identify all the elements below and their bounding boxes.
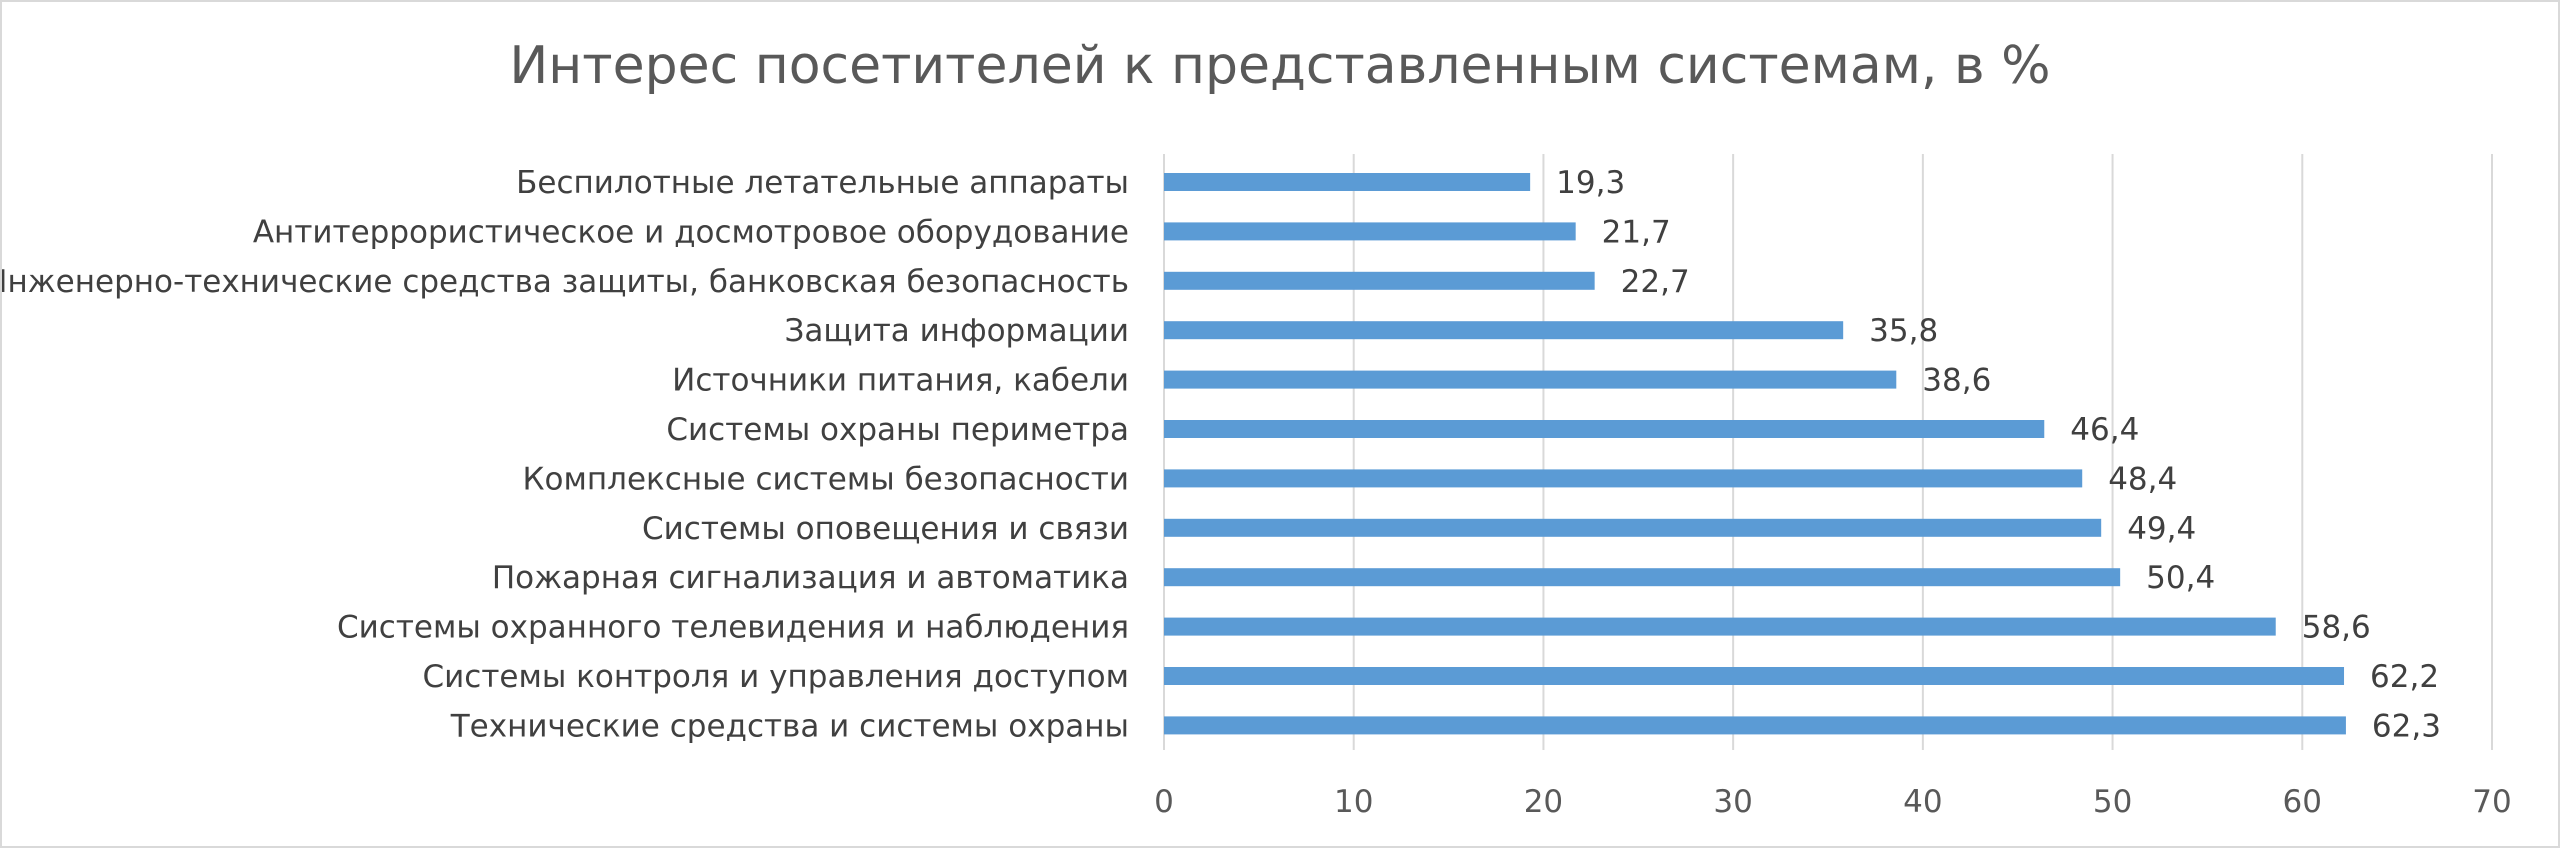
gridlines <box>1163 154 2493 750</box>
bar <box>1164 716 2346 735</box>
category-label: Системы оповещения и связи <box>642 511 1129 547</box>
category-label: Инженерно-технические средства защиты, б… <box>2 264 1129 300</box>
x-tick-label: 10 <box>1334 784 1373 820</box>
category-labels: Беспилотные летательные аппараты Антитерр… <box>2 165 1129 744</box>
data-label: 19,3 <box>1556 165 1625 201</box>
category-label: Пожарная сигнализация и автоматика <box>492 560 1129 596</box>
data-label: 62,2 <box>2370 659 2439 695</box>
bars <box>1164 173 2346 735</box>
category-label: Системы охранного телевидения и наблюден… <box>337 610 1129 646</box>
data-label: 46,4 <box>2070 412 2139 448</box>
x-tick-label: 60 <box>2283 784 2322 820</box>
bar <box>1164 321 1844 340</box>
data-label: 21,7 <box>1602 214 1671 250</box>
bar <box>1164 617 2276 636</box>
category-label: Системы контроля и управления доступом <box>423 659 1130 695</box>
data-label: 48,4 <box>2108 461 2177 497</box>
chart-title: Интерес посетителей к представленным сис… <box>509 36 2051 96</box>
bar <box>1164 469 2083 488</box>
bar <box>1164 518 2102 537</box>
x-tick-label: 30 <box>1713 784 1752 820</box>
bar <box>1164 271 1595 290</box>
data-label: 49,4 <box>2127 511 2196 547</box>
category-label: Технические средства и системы охраны <box>450 708 1129 744</box>
category-label: Беспилотные летательные аппараты <box>516 165 1129 201</box>
x-tick-label: 0 <box>1154 784 1174 820</box>
x-tick-label: 20 <box>1524 784 1563 820</box>
x-tick-label: 40 <box>1903 784 1942 820</box>
value-labels: 19,3 21,7 22,7 35,8 38,6 46,4 48,4 49,4 50,4 58,6… <box>1556 165 2441 744</box>
x-tick-label: 70 <box>2472 784 2511 820</box>
category-label: Комплексные системы безопасности <box>523 461 1129 497</box>
x-tick-label: 50 <box>2093 784 2132 820</box>
data-label: 58,6 <box>2302 610 2371 646</box>
category-label: Источники питания, кабели <box>672 363 1129 399</box>
category-label: Системы охраны периметра <box>666 412 1129 448</box>
bar <box>1164 667 2345 685</box>
data-label: 35,8 <box>1869 313 1938 349</box>
category-label: Защита информации <box>785 313 1129 349</box>
bar <box>1164 173 1531 191</box>
bar <box>1164 370 1897 389</box>
bar <box>1164 222 1576 241</box>
category-label: Антитеррористическое и досмотровое обору… <box>253 214 1129 250</box>
data-label: 50,4 <box>2146 560 2215 596</box>
x-axis-tick-labels: 0 10 20 30 40 50 60 70 <box>1154 784 2512 820</box>
data-label: 38,6 <box>1922 363 1991 399</box>
data-label: 62,3 <box>2372 708 2441 744</box>
bar <box>1164 568 2121 587</box>
data-label: 22,7 <box>1621 264 1690 300</box>
bar <box>1164 420 2045 438</box>
